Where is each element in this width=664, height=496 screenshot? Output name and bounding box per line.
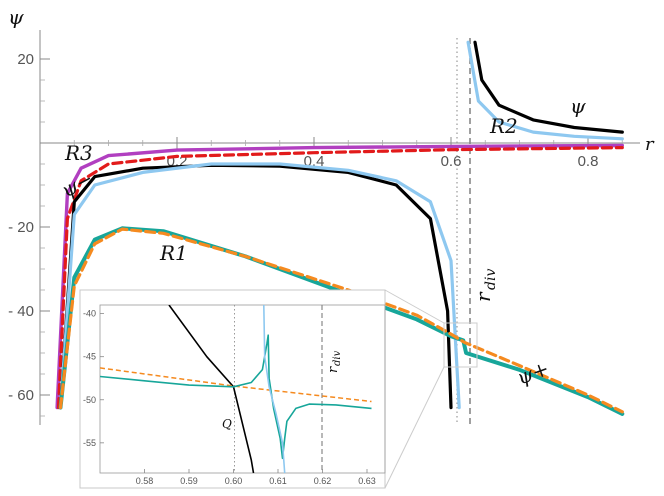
inset-x-tick-label: 0.59 [180,476,198,486]
inset-x-tick-label: 0.62 [314,476,332,486]
r1-label: R1 [159,241,188,265]
inset-x-tick-label: 0.58 [136,476,154,486]
psi-label: ψ [570,94,586,118]
svg-text:div: div [332,350,343,366]
inset-orange-dashed-curve [100,367,372,403]
y-tick-label: - 40 [8,303,34,320]
x-axis-label: r [645,134,655,155]
zoom-box [443,322,478,368]
inset-y-tick-label: -45 [83,352,96,362]
svg-text:R3: R3 [64,141,93,165]
inset: 0.58 0.59 0.60 0.61 0.62 0.63 -40 -45 -50 -55 Q r… [79,289,386,489]
inset-x-tick-label: 0.63 [358,476,376,486]
y-ticks: 20 - 20 - 40 - 60 [8,51,50,417]
inset-rdiv-label: r div [326,350,343,373]
light-blue-lower-curve [58,162,461,410]
r3-curve [55,143,624,410]
r2-label: R2 [489,114,518,138]
zoom-connector-top [384,289,445,324]
x-tick-label: 0.8 [578,153,599,170]
svg-text:R1: R1 [159,241,188,265]
inset-light-blue-curve [263,305,286,473]
psi-minus-curve [58,163,453,410]
x-ticks: 0.2 0.4 0.6 0.8 [73,137,623,170]
x-tick-label: 0.6 [441,153,462,170]
svg-text:ψ−: ψ− [57,166,97,202]
zoom-connector-bottom [384,366,445,489]
inset-frame [79,289,386,489]
r3-label: R3 [64,141,93,165]
inset-x-tick-label: 0.60 [225,476,243,486]
svg-text:r: r [471,291,495,302]
y-tick-label: - 60 [8,387,34,404]
inset-y-tick-label: -40 [83,309,96,319]
svg-text:R2: R2 [489,114,518,138]
svg-text:r: r [326,366,341,373]
svg-text:div: div [483,269,499,290]
inset-x-tick-label: 0.61 [269,476,287,486]
psi-upper-curve [473,40,624,134]
inset-ticks: 0.58 0.59 0.60 0.61 0.62 0.63 -40 -45 -50 -55 [83,309,376,486]
y-tick-label: 20 [17,51,34,68]
inset-y-tick-label: -55 [83,438,96,448]
inset-plot-area [99,304,386,474]
inset-q-label: Q [222,417,232,431]
inset-y-tick-label: -50 [83,395,96,405]
psi-plus-label: ψ+ [514,356,553,390]
y-tick-label: - 20 [8,219,34,236]
red-dashed-curve [56,146,624,410]
svg-text:ψ+: ψ+ [514,356,553,390]
y-axis-label: ψ [8,5,24,29]
psi-minus-label: ψ− [57,166,97,202]
r2-upper-curve [466,40,624,141]
rdiv-main-label: r div [471,269,499,302]
svg-text:ψ: ψ [570,94,586,118]
